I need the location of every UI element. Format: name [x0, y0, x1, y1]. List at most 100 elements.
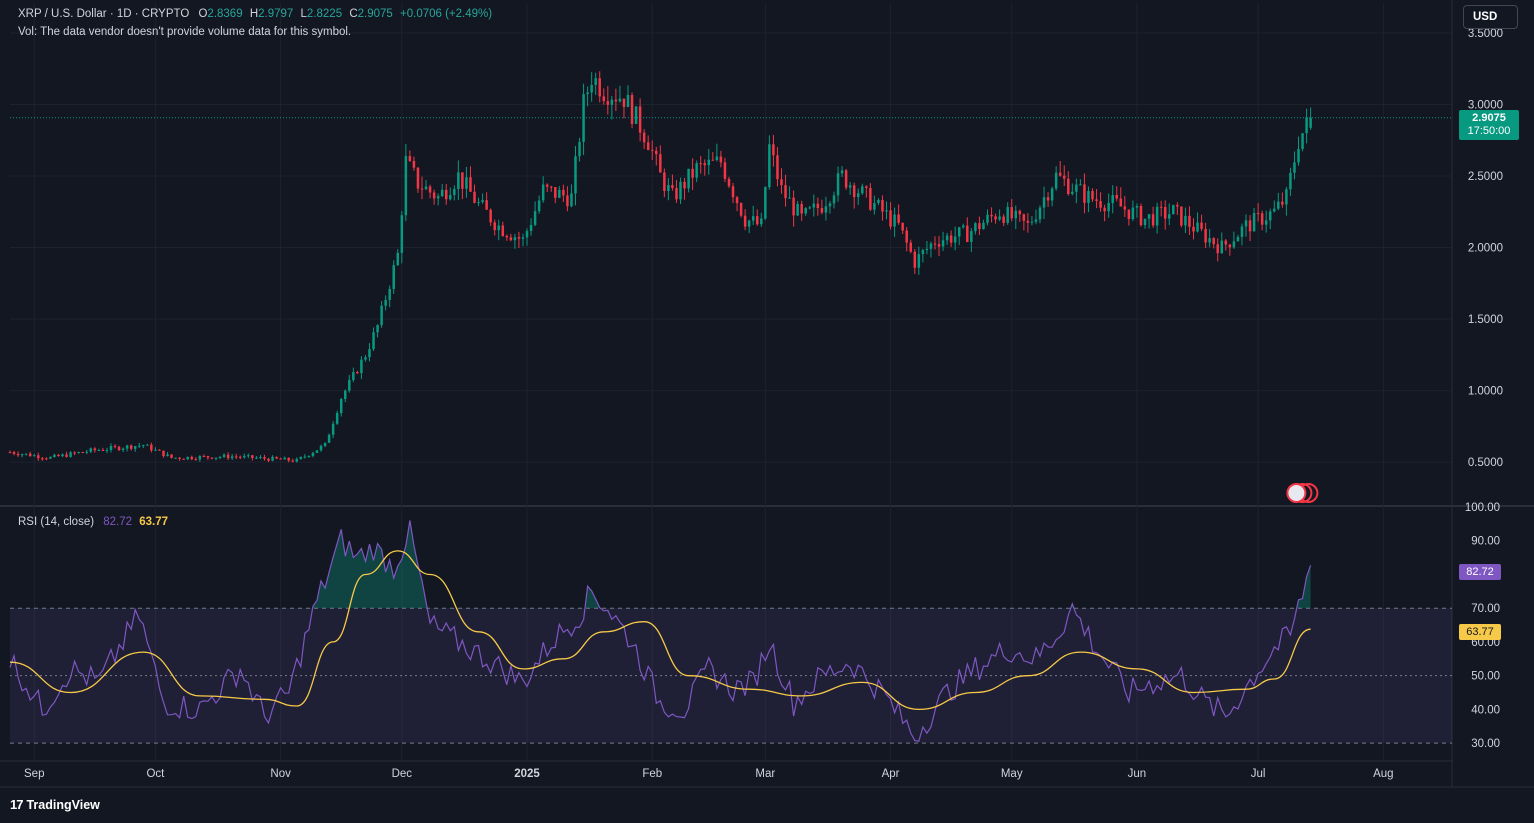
- candle-body: [962, 225, 965, 228]
- candle-body: [166, 454, 169, 457]
- candle-body: [283, 457, 286, 460]
- tradingview-brand[interactable]: 17 TradingView: [10, 797, 100, 812]
- candle-body: [53, 454, 56, 458]
- candle-body: [836, 173, 840, 196]
- candle-body: [691, 168, 694, 178]
- candle-body: [218, 456, 222, 458]
- price-tick-label: 0.5000: [1468, 457, 1503, 469]
- time-tick-label: Mar: [755, 768, 775, 780]
- rsi-legend-value: 82.72: [103, 516, 133, 528]
- candle-body: [275, 456, 278, 459]
- candle-body: [1180, 206, 1183, 226]
- candle-body: [1192, 226, 1195, 232]
- candle-body: [663, 172, 666, 191]
- candle-body: [873, 203, 876, 210]
- candle-body: [990, 214, 993, 217]
- candle-body: [723, 162, 727, 179]
- candle-body: [780, 179, 783, 186]
- candle-body: [537, 200, 541, 212]
- candle-body: [1228, 244, 1232, 248]
- candle-body: [800, 203, 803, 214]
- candle-body: [1240, 226, 1244, 237]
- rsi-ma-value-badge: 63.77: [1459, 624, 1501, 640]
- rsi-line: [9, 520, 1312, 742]
- candle-body: [852, 185, 856, 198]
- candle-body: [424, 186, 428, 190]
- candle-body: [570, 193, 573, 207]
- candle-body: [1224, 240, 1228, 245]
- candle-body: [372, 332, 375, 350]
- candle-body: [840, 170, 844, 174]
- candle-body: [751, 216, 755, 221]
- candle-body: [646, 142, 650, 150]
- candle-body: [384, 299, 387, 306]
- candle-body: [897, 214, 900, 223]
- candle-body: [142, 445, 145, 447]
- candle-body: [941, 240, 945, 247]
- candle-body: [893, 214, 896, 227]
- candle-body: [937, 244, 941, 247]
- candle-body: [150, 444, 153, 451]
- candle-body: [477, 202, 480, 204]
- candle-body: [856, 193, 860, 198]
- candle-body: [420, 188, 424, 190]
- candle-body: [1208, 238, 1211, 243]
- currency-button[interactable]: USD: [1463, 5, 1518, 29]
- symbol-title[interactable]: XRP / U.S. Dollar · 1D · CRYPTO: [18, 8, 190, 20]
- rsi-tick-label: 40.00: [1471, 704, 1500, 716]
- price-tick-label: 1.5000: [1468, 314, 1503, 326]
- candle-body: [675, 188, 678, 200]
- candle-body: [1285, 189, 1288, 205]
- candle-body: [214, 457, 218, 459]
- candle-body: [299, 456, 303, 459]
- candle-body: [247, 455, 250, 457]
- candle-body: [695, 163, 698, 178]
- candle-body: [562, 189, 565, 196]
- candle-body: [1147, 214, 1151, 219]
- candle-body: [16, 453, 20, 456]
- candle-body: [642, 132, 646, 143]
- candle-body: [578, 141, 581, 157]
- candle-body: [550, 186, 553, 188]
- candle-body: [400, 215, 404, 253]
- candle-body: [533, 211, 537, 225]
- candle-body: [1071, 191, 1074, 194]
- candle-body: [687, 168, 690, 189]
- candle-body: [1087, 190, 1090, 203]
- candle-body: [1058, 172, 1062, 176]
- candle-body: [776, 155, 779, 180]
- candle-body: [1050, 188, 1054, 201]
- candle-body: [796, 203, 799, 216]
- candle-body: [89, 448, 93, 452]
- open-label: O: [198, 8, 208, 20]
- candle-body: [566, 195, 569, 207]
- candle-body: [444, 189, 448, 200]
- candle-body: [715, 156, 719, 160]
- candle-body: [626, 95, 630, 107]
- rsi-label[interactable]: RSI (14, close): [18, 516, 95, 528]
- candle-body: [828, 203, 832, 207]
- candle-body: [824, 206, 828, 213]
- candle-body: [529, 224, 533, 232]
- candle-body: [735, 197, 739, 204]
- candle-body: [449, 195, 452, 200]
- candle-body: [521, 237, 525, 239]
- rsi-value-badge: 82.72: [1459, 564, 1501, 580]
- candle-body: [1184, 215, 1187, 226]
- candle-body: [186, 456, 189, 460]
- candle-body: [974, 223, 977, 232]
- candle-body: [206, 456, 210, 458]
- candle-body: [772, 144, 775, 156]
- candle-body: [158, 449, 161, 451]
- candle-body: [1273, 208, 1276, 212]
- candle-body: [1236, 236, 1240, 242]
- candle-body: [392, 265, 395, 289]
- candle-body: [473, 191, 476, 203]
- candle-body: [428, 186, 432, 193]
- candle-body: [1010, 207, 1013, 219]
- candle-body: [1083, 184, 1086, 203]
- time-tick-label: Jun: [1128, 768, 1147, 780]
- candle-body: [1030, 221, 1034, 223]
- candle-body: [739, 203, 743, 216]
